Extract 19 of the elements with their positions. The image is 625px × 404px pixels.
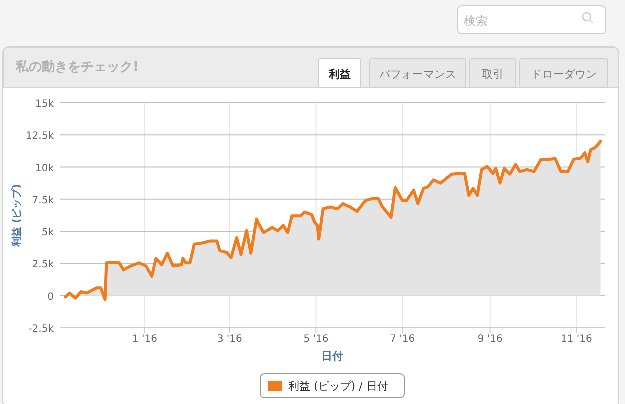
y-tick-label: 15k — [35, 99, 54, 110]
y-tick-label: 2.5k — [32, 260, 54, 271]
y-tick-label: 0 — [48, 292, 54, 303]
x-tick-label: 11 '16 — [560, 334, 592, 345]
x-tick-label: 7 '16 — [390, 334, 416, 345]
x-tick-label: 1 '16 — [132, 334, 158, 345]
y-tick-label: 5k — [42, 228, 54, 239]
x-tick-label: 9 '16 — [478, 334, 503, 345]
y-tick-label: -2.5k — [28, 324, 54, 335]
y-tick-label: 7.5k — [32, 195, 54, 206]
y-axis-title: 利益 (ピップ) — [11, 184, 23, 248]
x-tick-label: 5 '16 — [304, 334, 329, 345]
title: 私の動きをチェック! — [16, 60, 139, 75]
x-axis-title: 日付 — [322, 350, 344, 363]
y-tick-label: 12.5k — [26, 131, 54, 142]
y-tick-label: 10k — [35, 163, 54, 174]
x-tick-label: 3 '16 — [217, 334, 242, 345]
legend-label: 利益 (ピップ) / 日付 — [288, 380, 388, 393]
search: 検索 — [458, 6, 606, 34]
